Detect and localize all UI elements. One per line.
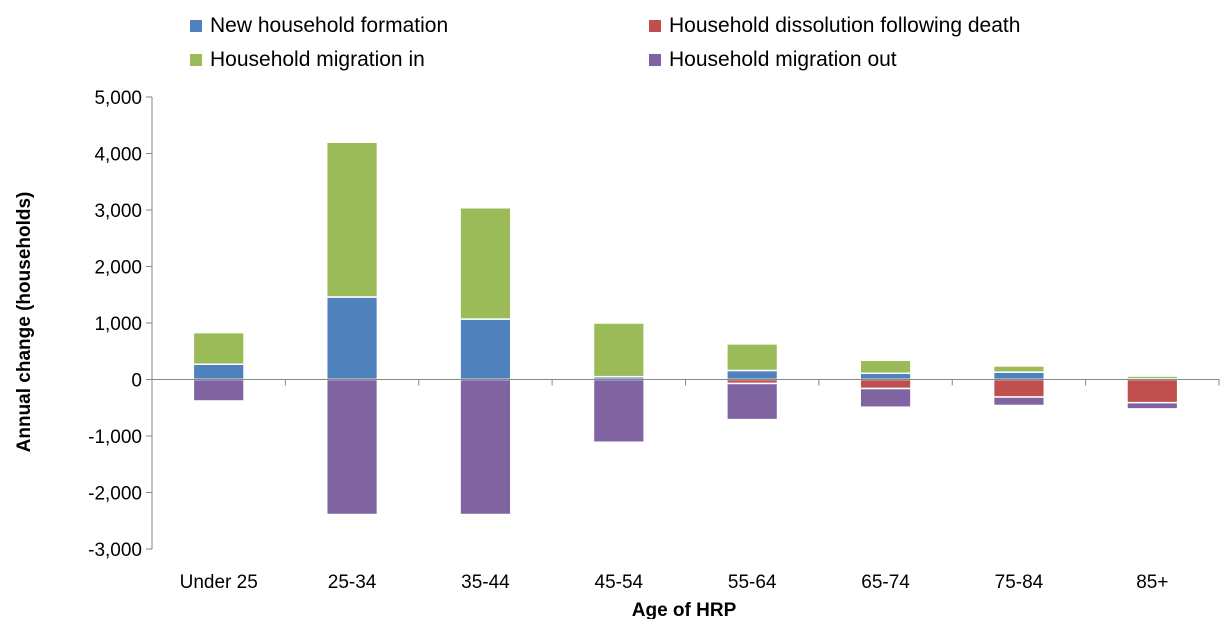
x-axis-title: Age of HRP xyxy=(632,600,737,619)
bar-household-dissolution-following-death-65-74 xyxy=(859,378,912,390)
legend-swatch xyxy=(190,54,202,66)
legend: New household formation Household dissol… xyxy=(190,14,1190,78)
bar-new-household-formation-65-74 xyxy=(859,372,912,381)
y-tick-label: 0 xyxy=(131,371,142,392)
bar-household-dissolution-following-death-75-84 xyxy=(992,378,1046,398)
bar-household-migration-in-65-74 xyxy=(859,359,912,375)
y-tick-label: 5,000 xyxy=(94,88,142,109)
bar-household-migration-in-25-34 xyxy=(325,141,379,298)
axes-layer: -3,000 -2,000 -1,000 0 1,000 2,000 3,000 4,000 5… xyxy=(88,88,1220,593)
bar-household-migration-out-35-44 xyxy=(459,378,512,516)
legend-label: Household dissolution following death xyxy=(669,14,1021,37)
legend-item-new-household-formation: New household formation xyxy=(190,14,448,38)
bar-household-migration-in-85- xyxy=(1126,375,1179,380)
x-tick-label: Under 25 xyxy=(180,572,258,593)
y-tick-label: 2,000 xyxy=(94,258,142,279)
bar-household-migration-out-55-64 xyxy=(726,382,779,421)
legend-item-household-dissolution: Household dissolution following death xyxy=(649,14,1020,38)
x-tick-label: 35-44 xyxy=(461,572,510,593)
bar-new-household-formation-under-25 xyxy=(192,363,245,381)
x-tick-label: 85+ xyxy=(1136,572,1168,593)
y-axis-title: Annual change (households) xyxy=(14,192,35,453)
legend-label: Household migration out xyxy=(669,48,897,71)
legend-item-household-migration-out: Household migration out xyxy=(649,48,897,72)
legend-label: New household formation xyxy=(210,14,449,37)
bar-household-migration-out-25-34 xyxy=(325,378,379,516)
bar-household-migration-out-85- xyxy=(1126,401,1179,410)
legend-swatch xyxy=(190,20,202,32)
bar-household-migration-in-under-25 xyxy=(192,331,245,365)
x-tick-label: 75-84 xyxy=(995,572,1044,593)
bar-household-migration-in-45-54 xyxy=(592,322,645,378)
y-tick-label: 1,000 xyxy=(94,314,142,335)
legend-item-household-migration-in: Household migration in xyxy=(190,48,425,72)
bars-layer xyxy=(192,141,1179,516)
legend-label: Household migration in xyxy=(210,48,425,71)
y-tick-label: 4,000 xyxy=(94,145,142,166)
bar-household-dissolution-following-death-85- xyxy=(1126,378,1179,404)
legend-swatch xyxy=(649,20,661,32)
bar-new-household-formation-25-34 xyxy=(325,296,379,381)
bar-household-migration-out-under-25 xyxy=(192,378,245,402)
bar-household-migration-in-75-84 xyxy=(992,365,1046,373)
legend-swatch xyxy=(649,54,661,66)
y-tick-label: -2,000 xyxy=(88,484,142,505)
bar-new-household-formation-75-84 xyxy=(992,371,1046,381)
bar-new-household-formation-35-44 xyxy=(459,318,512,381)
bar-household-migration-in-35-44 xyxy=(459,206,512,320)
y-tick-label: -3,000 xyxy=(88,540,142,561)
x-tick-label: 65-74 xyxy=(861,572,910,593)
y-tick-label: -1,000 xyxy=(88,427,142,448)
x-tick-label: 45-54 xyxy=(595,572,644,593)
bar-household-migration-out-45-54 xyxy=(592,378,645,443)
bar-household-migration-out-75-84 xyxy=(992,396,1046,407)
bar-household-migration-in-55-64 xyxy=(726,343,779,372)
x-tick-label: 25-34 xyxy=(328,572,377,593)
bar-new-household-formation-55-64 xyxy=(726,369,779,381)
y-tick-label: 3,000 xyxy=(94,201,142,222)
x-tick-label: 55-64 xyxy=(728,572,777,593)
bar-household-migration-out-65-74 xyxy=(859,387,912,408)
